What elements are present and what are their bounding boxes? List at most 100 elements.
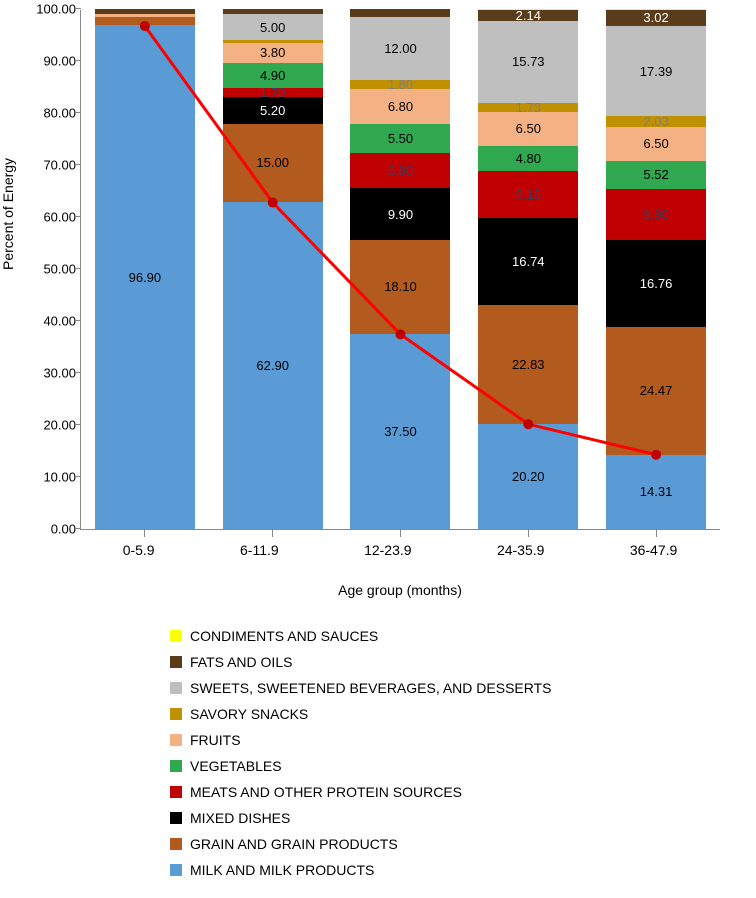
bar-segment-savory: 1.80 [350,80,450,89]
x-tick-mark [528,529,529,537]
segment-value-label: 9.80 [643,207,668,222]
x-tick-label: 6-11.9 [240,542,279,558]
bar-segment-veg: 5.50 [350,124,450,153]
y-axis-label: Percent of Energy [0,158,16,270]
segment-value-label: 18.10 [384,279,417,294]
bar-segment-veg: 4.90 [223,63,323,88]
legend-swatch [170,708,182,720]
legend-swatch [170,786,182,798]
bar-segment-mixed: 16.76 [606,240,706,327]
legend-item: MIXED DISHES [170,810,746,826]
bar-segment-meats: 6.80 [350,153,450,188]
legend-label: SAVORY SNACKS [190,706,308,722]
segment-value-label: 4.90 [260,68,285,83]
bar-segment-fruits: 6.50 [478,112,578,146]
bar-segment-fats: 2.14 [478,10,578,21]
bar-segment-veg: 5.52 [606,161,706,190]
bar-segment-grain: 18.10 [350,240,450,334]
y-tick-label: 80.00 [31,106,76,121]
bar-segment-grain: 24.47 [606,327,706,454]
segment-value-label: 6.80 [388,163,413,178]
y-tick-label: 30.00 [31,366,76,381]
y-tick-mark [75,112,81,113]
bar-segment-veg: 4.80 [478,146,578,171]
bar: 14.3124.4716.769.805.526.502.0317.393.02 [606,9,706,529]
legend-label: SWEETS, SWEETENED BEVERAGES, AND DESSERT… [190,680,552,696]
bar-segment-sweets: 5.00 [223,14,323,40]
bar: 37.5018.109.906.805.506.801.8012.00 [350,9,450,529]
bar-segment-meats: 1.70 [223,88,323,97]
bar-segment-savory: 2.03 [606,116,706,127]
y-tick-label: 60.00 [31,210,76,225]
y-tick-mark [75,60,81,61]
bar-segment-grain: 22.83 [478,305,578,424]
bar-segment-sweets: 15.73 [478,21,578,103]
bar-segment-milk: 62.90 [223,202,323,529]
bar: 62.9015.005.201.704.903.805.00 [223,9,323,529]
y-tick-label: 70.00 [31,158,76,173]
bar: 96.90 [95,9,195,529]
y-tick-mark [75,320,81,321]
bar-segment-meats: 9.16 [478,171,578,219]
bar-segment-grain: 15.00 [223,124,323,202]
y-tick-mark [75,8,81,9]
y-tick-mark [75,372,81,373]
segment-value-label: 9.16 [516,187,541,202]
segment-value-label: 12.00 [384,41,417,56]
legend-swatch [170,864,182,876]
plot-area: 96.9062.9015.005.201.704.903.805.0037.50… [80,10,720,530]
bar-segment-grain [95,17,195,25]
bar: 20.2022.8316.749.164.806.501.7315.732.14 [478,9,578,529]
x-tick-label: 0-5.9 [123,542,155,558]
bar-segment-milk: 96.90 [95,25,195,529]
legend-label: MIXED DISHES [190,810,290,826]
bar-segment-fats [95,9,195,14]
x-tick-mark [272,529,273,537]
x-tick-label: 12-23.9 [364,542,411,558]
chart-container: Percent of Energy 96.9062.9015.005.201.7… [10,10,746,878]
bars-group: 96.9062.9015.005.201.704.903.805.0037.50… [81,10,720,529]
segment-value-label: 5.52 [643,167,668,182]
legend-label: FRUITS [190,732,241,748]
segment-value-label: 15.00 [256,155,289,170]
bar-segment-milk: 37.50 [350,334,450,529]
bar-segment-milk: 14.31 [606,455,706,529]
x-axis-labels: 0-5.96-11.912-23.924-35.936-47.9 [80,542,720,558]
y-tick-mark [75,476,81,477]
x-tick-marks [81,529,720,537]
bar-segment-condiments [478,9,578,10]
legend-item: CONDIMENTS AND SAUCES [170,628,746,644]
x-tick-mark [656,529,657,537]
segment-value-label: 96.90 [129,270,162,285]
x-axis-title: Age group (months) [80,582,720,598]
legend: CONDIMENTS AND SAUCES FATS AND OILS SWEETS… [170,628,746,878]
legend-swatch [170,682,182,694]
legend-swatch [170,734,182,746]
bar-segment-mixed: 5.20 [223,97,323,124]
segment-value-label: 16.76 [640,276,673,291]
y-tick-label: 50.00 [31,262,76,277]
legend-swatch [170,838,182,850]
bar-segment-meats: 9.80 [606,189,706,240]
legend-swatch [170,656,182,668]
segment-value-label: 62.90 [256,358,289,373]
legend-item: SWEETS, SWEETENED BEVERAGES, AND DESSERT… [170,680,746,696]
legend-item: MEATS AND OTHER PROTEIN SOURCES [170,784,746,800]
legend-label: MILK AND MILK PRODUCTS [190,862,374,878]
legend-item: GRAIN AND GRAIN PRODUCTS [170,836,746,852]
segment-value-label: 20.20 [512,469,545,484]
bar-segment-fruits [95,14,195,17]
legend-item: VEGETABLES [170,758,746,774]
y-tick-mark [75,528,81,529]
segment-value-label: 5.00 [260,20,285,35]
y-tick-label: 0.00 [31,522,76,537]
y-tick-label: 100.00 [31,2,76,17]
legend-item: FATS AND OILS [170,654,746,670]
y-tick-mark [75,164,81,165]
legend-label: GRAIN AND GRAIN PRODUCTS [190,836,398,852]
bar-segment-mixed: 16.74 [478,218,578,305]
legend-swatch [170,812,182,824]
segment-value-label: 16.74 [512,254,545,269]
legend-swatch [170,760,182,772]
bar-segment-fats: 3.02 [606,10,706,26]
